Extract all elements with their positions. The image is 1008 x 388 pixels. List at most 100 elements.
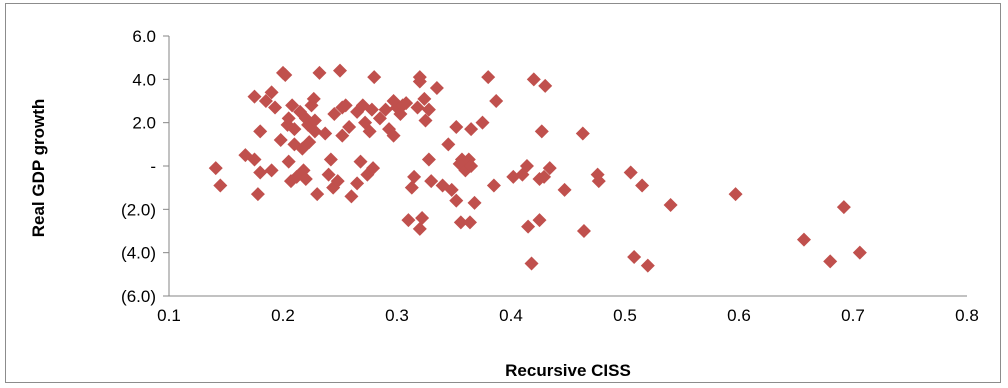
x-tick-label: 0.5	[613, 306, 637, 325]
x-tick-label: 0.2	[271, 306, 295, 325]
y-tick-label: (2.0)	[121, 200, 156, 219]
data-point	[407, 169, 422, 184]
data-point	[429, 81, 444, 95]
x-tick-label: 0.7	[841, 306, 865, 325]
data-point	[852, 245, 867, 260]
data-point	[444, 182, 459, 197]
data-point	[449, 193, 464, 208]
data-point	[327, 107, 342, 121]
data-point	[635, 178, 650, 193]
data-point	[321, 167, 336, 182]
data-point	[524, 256, 539, 271]
data-point	[532, 213, 547, 228]
data-point	[399, 96, 414, 111]
x-tick-label: 0.8	[955, 306, 979, 325]
data-point	[519, 159, 534, 173]
data-point	[421, 102, 436, 117]
data-point	[364, 102, 379, 117]
data-point	[538, 78, 553, 93]
data-point	[366, 161, 381, 176]
data-point	[258, 94, 273, 108]
chart-area: 6.0 4.0 2.0 - (2.0) (4.0) (6.0) 0.1 0.2 0.3 0.4 0.5…	[5, 3, 1001, 383]
data-point	[576, 224, 591, 238]
data-point	[350, 176, 365, 191]
data-point	[421, 152, 436, 167]
tick-labels: 6.0 4.0 2.0 - (2.0) (4.0) (6.0)0.1 0.2 0.3 0.4 0.5…	[121, 27, 979, 325]
data-point	[441, 137, 456, 152]
data-point	[247, 152, 262, 167]
data-point	[250, 187, 265, 202]
data-point	[342, 120, 357, 134]
data-point	[330, 174, 345, 189]
data-point	[362, 124, 377, 139]
data-point	[836, 200, 851, 215]
data-point	[467, 195, 482, 210]
data-point	[640, 258, 655, 273]
data-point	[796, 232, 811, 247]
data-point	[534, 124, 549, 139]
y-tick-label: 6.0	[132, 27, 156, 46]
data-point	[307, 113, 322, 128]
data-point	[410, 100, 425, 115]
data-point	[281, 111, 296, 126]
data-point	[462, 215, 477, 230]
data-point	[415, 211, 430, 225]
data-points	[208, 63, 867, 273]
data-point	[537, 169, 552, 184]
data-point	[298, 172, 313, 186]
data-point	[268, 100, 283, 115]
data-point	[338, 98, 353, 113]
y-tick-label: (6.0)	[121, 287, 156, 306]
data-point	[481, 70, 496, 85]
y-tick-label: 4.0	[132, 70, 156, 89]
data-point	[323, 152, 338, 167]
data-point	[312, 65, 327, 80]
data-point	[208, 161, 223, 176]
data-point	[404, 180, 419, 195]
data-point	[253, 165, 268, 180]
data-point	[542, 161, 557, 176]
x-tick-label: 0.4	[499, 306, 523, 325]
data-point	[310, 187, 325, 202]
data-point	[253, 124, 268, 139]
data-point	[557, 182, 572, 197]
data-point	[278, 68, 293, 82]
data-point	[285, 98, 300, 113]
data-point	[344, 189, 359, 204]
data-point	[372, 111, 387, 126]
data-point	[353, 154, 368, 169]
data-point	[627, 250, 642, 264]
data-point	[307, 124, 322, 139]
data-point	[247, 89, 262, 104]
data-point	[486, 178, 501, 193]
data-point	[453, 215, 468, 230]
x-tick-label: 0.1	[157, 306, 181, 325]
data-point	[591, 174, 606, 189]
data-point	[418, 113, 433, 128]
data-point	[663, 198, 678, 212]
data-point	[302, 135, 317, 150]
data-point	[424, 174, 439, 189]
data-point	[378, 102, 393, 117]
data-point	[367, 70, 382, 85]
data-point	[449, 120, 464, 134]
data-point	[401, 213, 416, 228]
x-tick-label: 0.6	[727, 306, 751, 325]
data-point	[273, 133, 288, 147]
data-point	[264, 85, 279, 100]
data-point	[823, 254, 838, 269]
data-point	[575, 126, 590, 141]
data-point	[728, 187, 743, 202]
data-point	[287, 122, 302, 137]
data-point	[417, 91, 432, 106]
x-axis-title: Recursive CISS	[505, 361, 631, 380]
data-point	[464, 122, 479, 137]
data-point	[623, 165, 638, 180]
data-point	[526, 72, 541, 87]
data-point	[213, 178, 228, 193]
data-point	[521, 219, 536, 234]
y-tick-label: 2.0	[132, 114, 156, 133]
data-point	[382, 122, 397, 137]
data-point	[306, 91, 321, 106]
data-point	[281, 154, 296, 169]
